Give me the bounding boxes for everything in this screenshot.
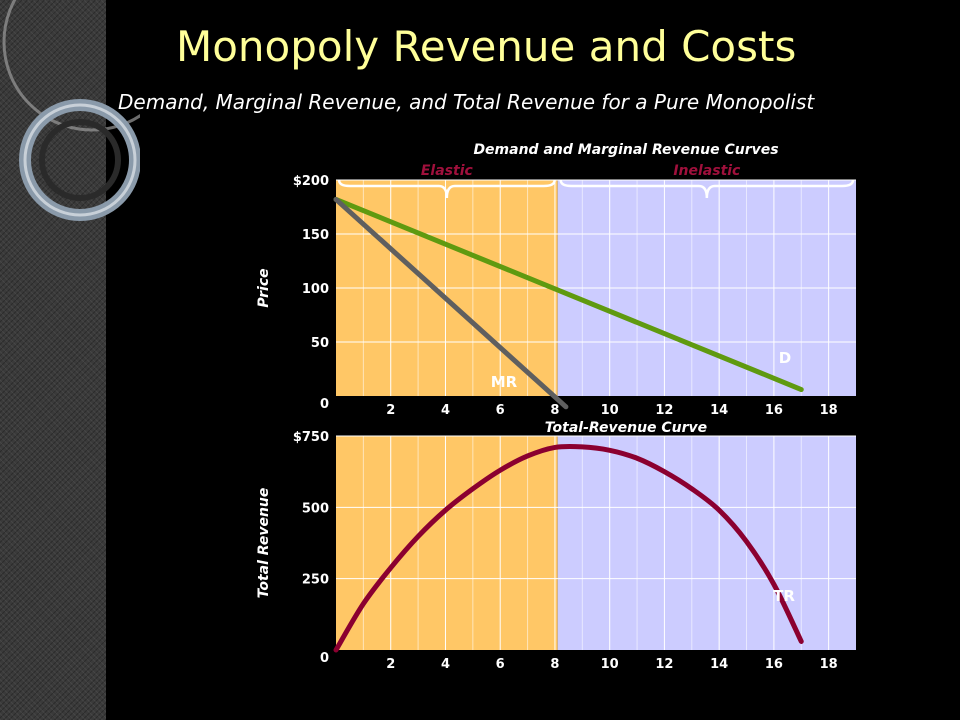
x-tick-label: 2: [386, 657, 395, 672]
inelastic-region: [557, 436, 856, 650]
x-tick-label: 12: [655, 403, 673, 418]
y-tick-label: 250: [302, 573, 329, 588]
chart-title: Demand and Marginal Revenue Curves: [473, 142, 778, 158]
y-axis-label: Price: [256, 268, 272, 307]
region-brace-inelastic: [559, 179, 855, 199]
x-tick-label: 14: [710, 657, 728, 672]
x-tick-label: 4: [441, 657, 450, 672]
total-revenue-chart: Total-Revenue Curve Total Revenue 0 250 500 $…: [256, 420, 856, 672]
y-tick-label: 500: [302, 501, 329, 516]
x-tick-label: 10: [601, 657, 619, 672]
x-tick-label: 2: [386, 403, 395, 418]
slide-title: Monopoly Revenue and Costs: [176, 22, 797, 71]
x-tick-label: 4: [441, 403, 450, 418]
series-label-tr: TR: [773, 587, 795, 605]
x-tick-label: 8: [550, 657, 559, 672]
series-line-d: [333, 196, 804, 393]
x-tick-label: 18: [820, 657, 838, 672]
x-tick-label: 18: [820, 403, 838, 418]
region-brace-elastic: [337, 179, 556, 199]
x-tick-label: 12: [655, 657, 673, 672]
y-axis-label: Total Revenue: [256, 488, 272, 599]
region-label-inelastic: Inelastic: [673, 163, 741, 179]
y-tick-label: 100: [302, 282, 329, 297]
x-tick-label: 8: [550, 403, 559, 418]
y-tick-label: 0: [320, 651, 329, 666]
chart-title: Total-Revenue Curve: [545, 420, 707, 436]
y-tick-label: 0: [320, 397, 329, 412]
series-line-mr: [333, 196, 569, 410]
slide-subtitle: Demand, Marginal Revenue, and Total Reve…: [118, 90, 815, 114]
region-label-elastic: Elastic: [421, 163, 474, 179]
decorative-rings: [2, 0, 140, 221]
y-tick-label: $200: [293, 174, 329, 189]
series-line-tr: [333, 443, 804, 653]
y-tick-label: 50: [311, 336, 329, 351]
x-tick-label: 10: [601, 403, 619, 418]
x-tick-label: 14: [710, 403, 728, 418]
y-tick-label: $750: [293, 430, 329, 445]
demand-mr-chart: Elastic Inelastic Demand and Marginal Reve…: [256, 142, 856, 418]
series-label-d: D: [779, 349, 791, 367]
elastic-region: [336, 436, 558, 650]
series-label-mr: MR: [491, 373, 518, 391]
x-tick-label: 6: [496, 657, 505, 672]
x-tick-label: 16: [765, 403, 783, 418]
x-tick-label: 16: [765, 657, 783, 672]
x-tick-label: 6: [496, 403, 505, 418]
y-tick-label: 150: [302, 228, 329, 243]
